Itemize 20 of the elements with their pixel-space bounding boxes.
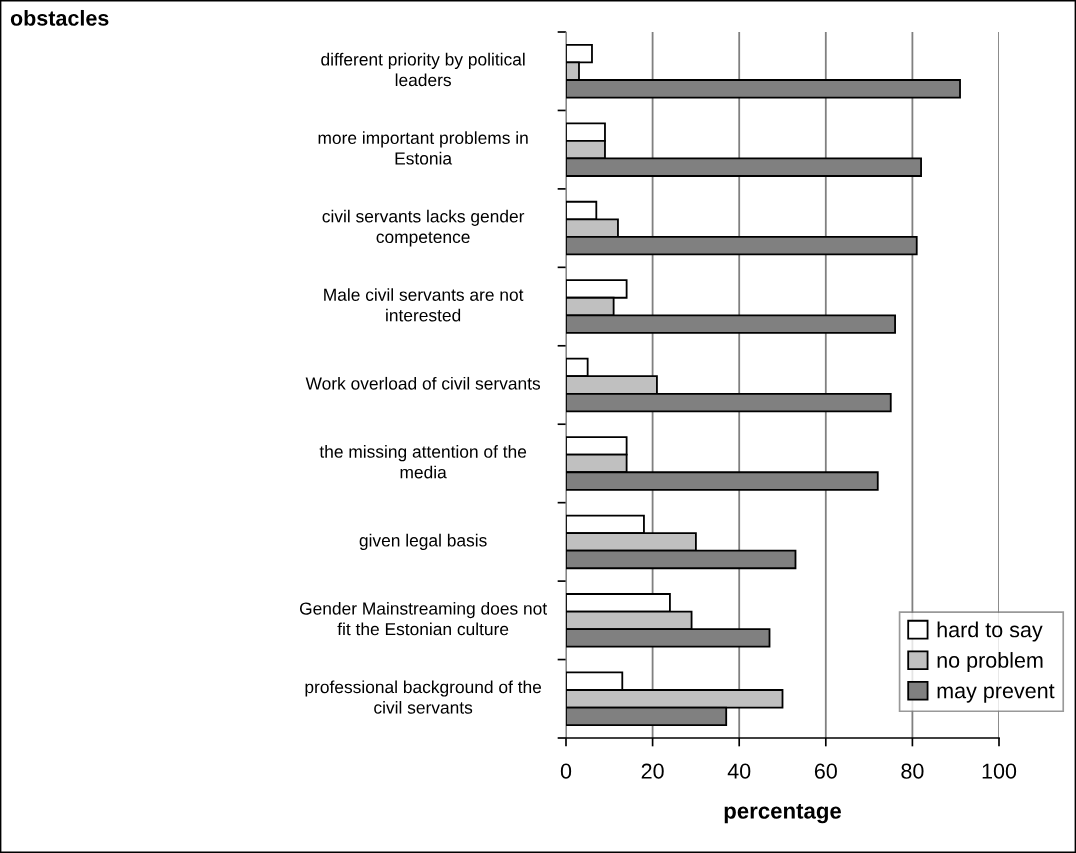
x-tick-label: 60 — [814, 763, 837, 779]
y-tick-label: Gender Mainstreaming does not fit the Estonian culture — [299, 601, 547, 636]
x-tick-label: 20 — [641, 763, 664, 779]
y-tick-label: the missing attention of the media — [319, 445, 527, 479]
text: obstacles — [10, 9, 109, 26]
y-tick-label: civil servants lacks gender competence — [322, 209, 525, 247]
y-tick-label: professional background of the civil servants — [305, 680, 542, 714]
y-tick-label: different priority by political leaders — [321, 52, 525, 87]
x-tick-label: 100 — [982, 763, 1017, 779]
legend-label: hard to say — [937, 621, 1043, 642]
legend-label: no problem — [937, 652, 1043, 673]
x-tick-label: 80 — [901, 763, 924, 779]
y-tick-label: Work overload of civil servants — [305, 376, 541, 390]
legend-label: may prevent — [937, 684, 1055, 703]
y-tick-label: given legal basis — [359, 533, 487, 550]
y-tick-label: Male civil servants are not interested — [324, 288, 524, 322]
y-tick-label: more important problems in Estonia — [318, 131, 528, 165]
x-tick-label: 0 — [560, 763, 572, 779]
x-tick-label: 40 — [727, 763, 751, 779]
x-axis-title: percentage — [724, 804, 842, 824]
